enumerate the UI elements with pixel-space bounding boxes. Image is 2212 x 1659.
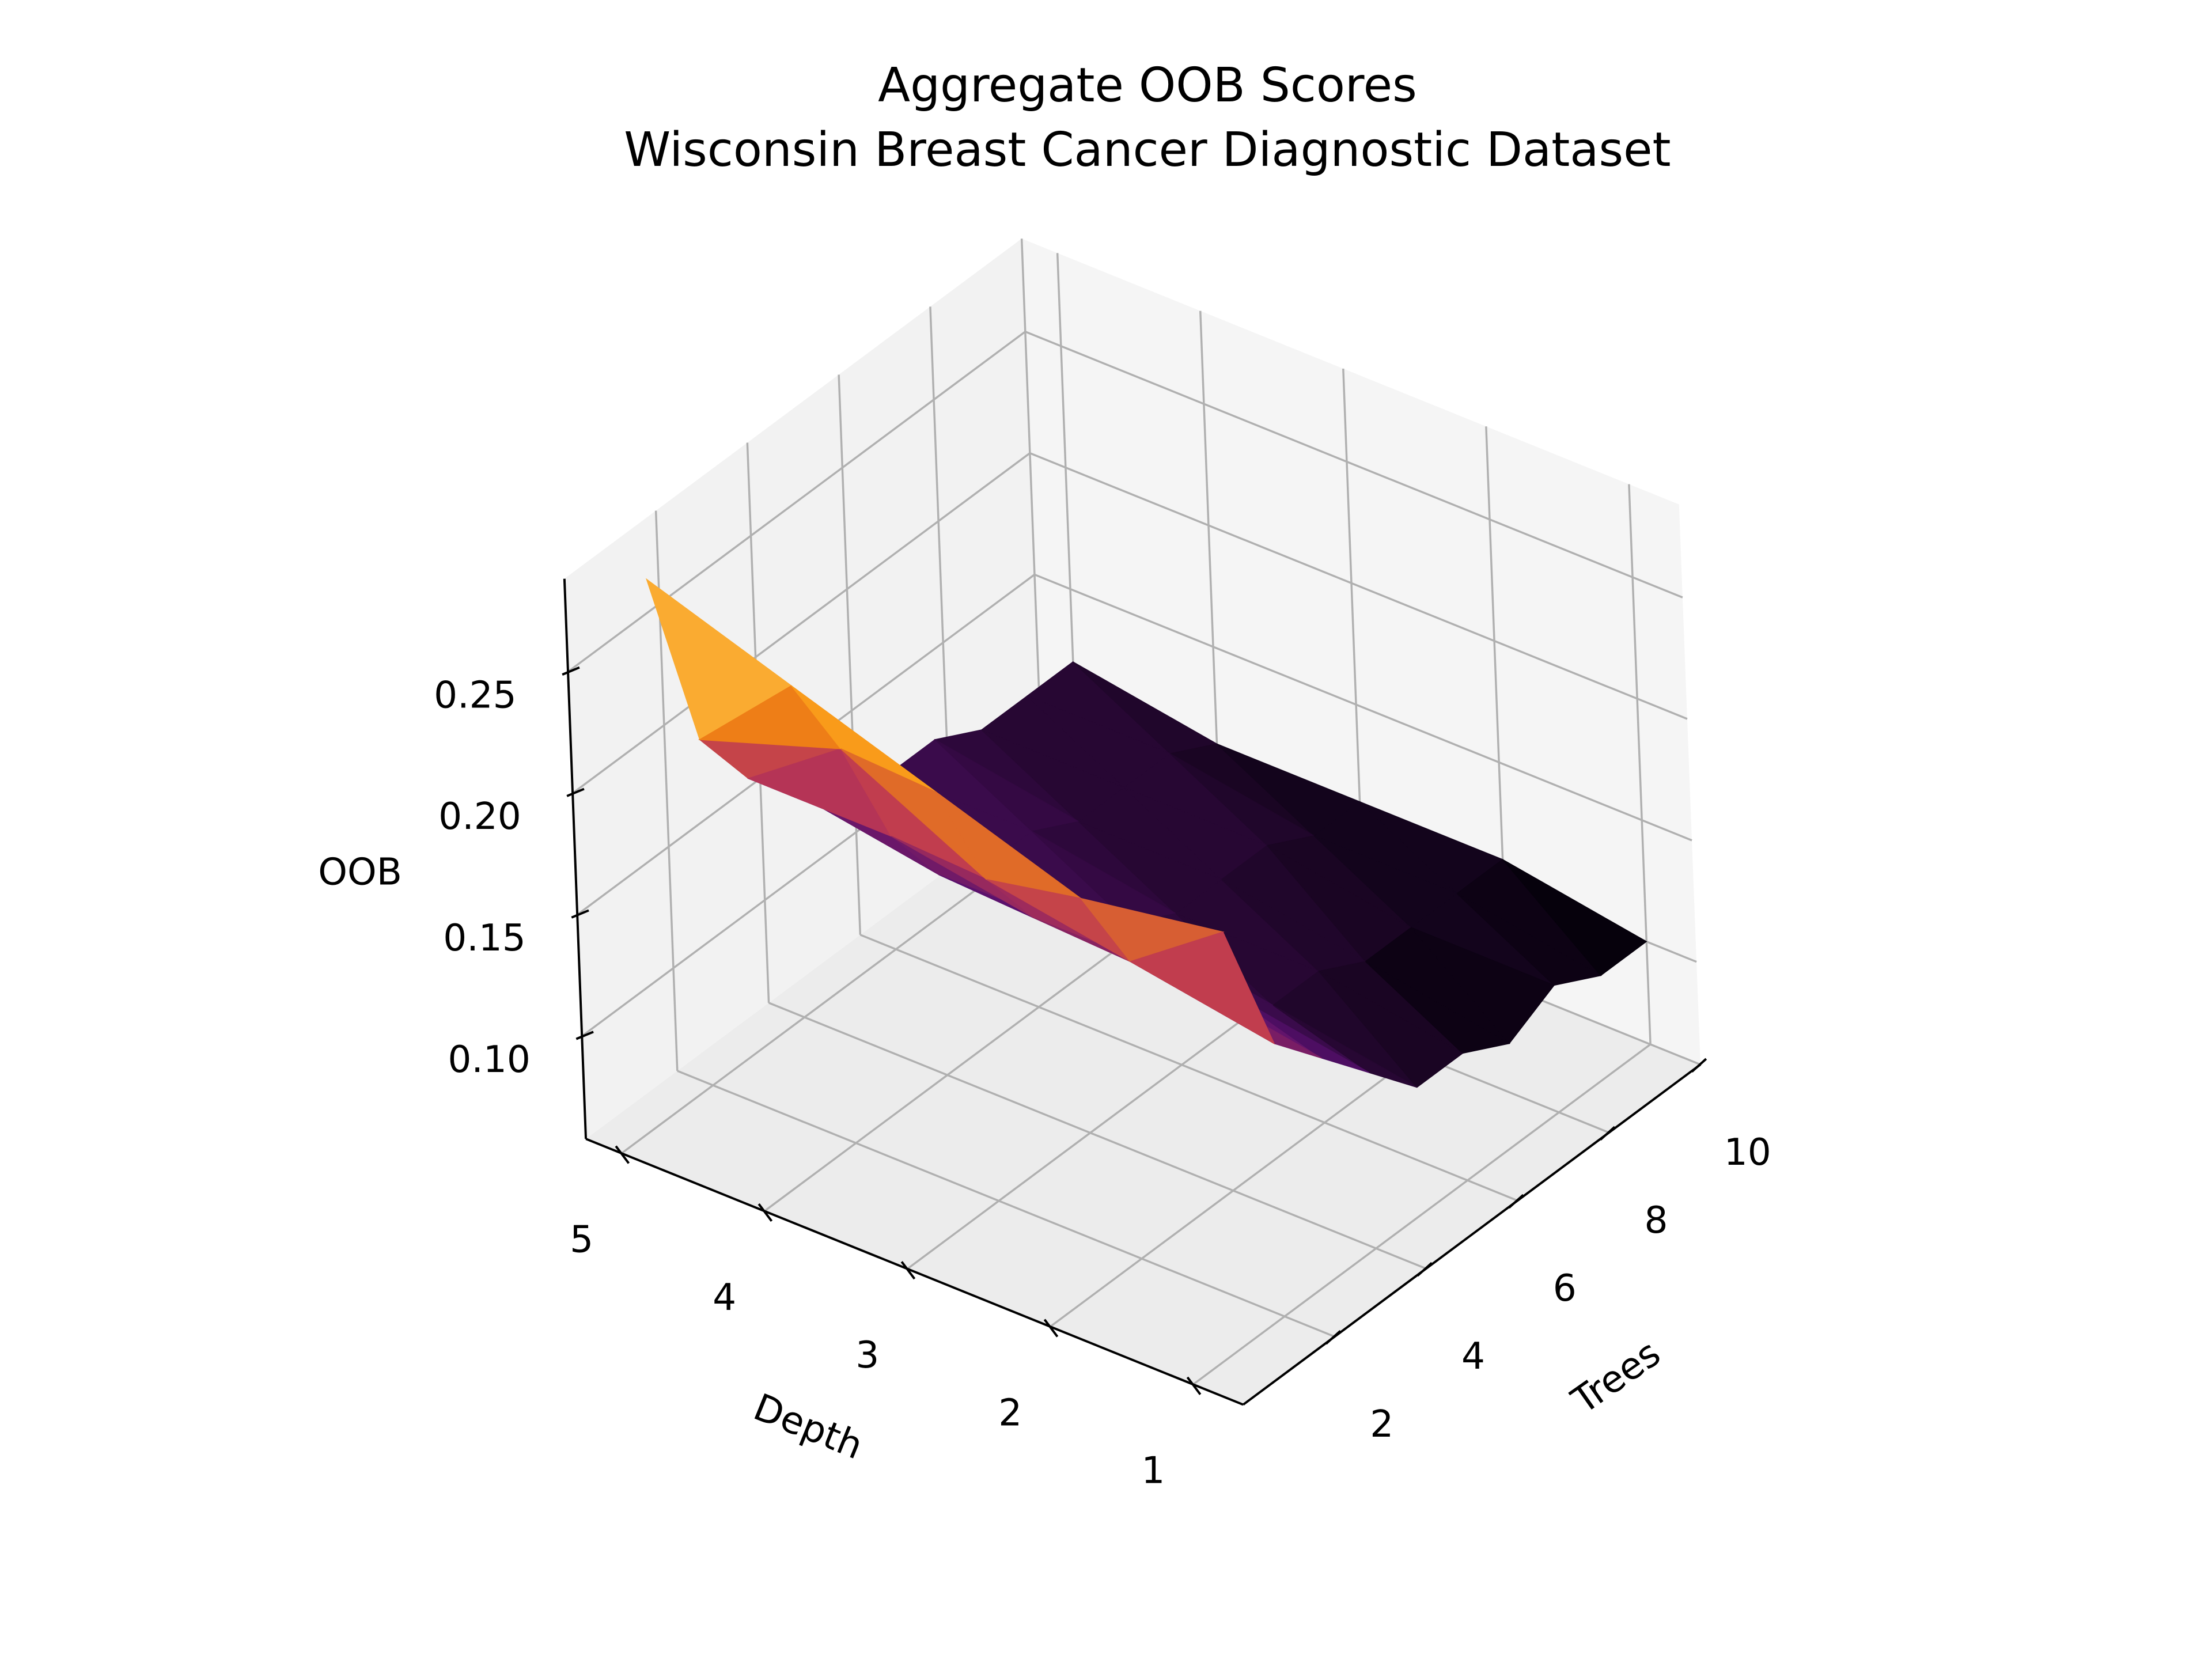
x-axis-label: Depth bbox=[748, 1385, 869, 1468]
chart-subtitle: Wisconsin Breast Cancer Diagnostic Datas… bbox=[624, 123, 1671, 177]
tick-mark bbox=[900, 1261, 916, 1280]
y-tick-label: 10 bbox=[1724, 1131, 1771, 1174]
tick-mark bbox=[1508, 1194, 1524, 1209]
z-axis-label: OOB bbox=[318, 851, 402, 894]
x-tick-label: 5 bbox=[570, 1218, 593, 1262]
grid-line bbox=[1025, 331, 1683, 599]
z-tick-label: 0.20 bbox=[438, 795, 521, 838]
axis-line bbox=[1242, 1063, 1702, 1406]
y-tick-label: 6 bbox=[1553, 1267, 1577, 1310]
grid-line bbox=[768, 1002, 1427, 1270]
tick-mark bbox=[1599, 1126, 1616, 1141]
tick-mark bbox=[566, 787, 585, 797]
grid-line bbox=[1034, 573, 1692, 842]
tick-mark bbox=[757, 1203, 773, 1222]
surface-face bbox=[1225, 990, 1370, 1073]
surface-face bbox=[1411, 927, 1555, 1044]
y-axis-label: Trees bbox=[1564, 1332, 1668, 1423]
z-tick-label: 0.10 bbox=[448, 1038, 531, 1081]
grid-line bbox=[567, 331, 1026, 673]
depth-wall-pane bbox=[564, 238, 1043, 1139]
y-tick-label: 4 bbox=[1461, 1335, 1485, 1378]
z-tick-label: 0.15 bbox=[443, 916, 526, 960]
y-tick-label: 2 bbox=[1370, 1403, 1393, 1446]
tick-mark bbox=[615, 1145, 630, 1164]
grid-line bbox=[1029, 452, 1688, 720]
surface-face bbox=[1272, 1005, 1418, 1088]
tick-mark bbox=[575, 1031, 594, 1040]
axis-line bbox=[585, 1138, 1244, 1406]
tick-mark bbox=[1691, 1058, 1707, 1073]
z-tick-label: 0.25 bbox=[434, 673, 517, 717]
grid-line bbox=[1192, 1043, 1652, 1385]
grid-line bbox=[572, 452, 1031, 794]
x-tick-label: 1 bbox=[1141, 1449, 1165, 1493]
tick-mark bbox=[1186, 1376, 1202, 1395]
surface-face bbox=[1502, 859, 1647, 976]
x-tick-label: 2 bbox=[998, 1391, 1022, 1434]
grid-line bbox=[677, 1070, 1335, 1338]
chart-title: Aggregate OOB Scores bbox=[878, 58, 1417, 113]
tick-mark bbox=[571, 909, 589, 919]
tick-mark bbox=[562, 666, 580, 676]
tick-mark bbox=[1325, 1330, 1342, 1345]
grid-line bbox=[859, 934, 1518, 1202]
x-tick-label: 4 bbox=[713, 1276, 736, 1319]
surface-face bbox=[1456, 893, 1602, 986]
y-tick-label: 8 bbox=[1645, 1199, 1668, 1242]
surface-face bbox=[1129, 931, 1275, 1045]
tick-mark bbox=[1043, 1319, 1059, 1338]
tick-mark bbox=[1416, 1262, 1433, 1277]
floor-pane bbox=[586, 798, 1700, 1405]
x-tick-label: 3 bbox=[855, 1334, 879, 1377]
surface-face bbox=[1318, 971, 1464, 1088]
surface-face bbox=[1365, 961, 1511, 1054]
